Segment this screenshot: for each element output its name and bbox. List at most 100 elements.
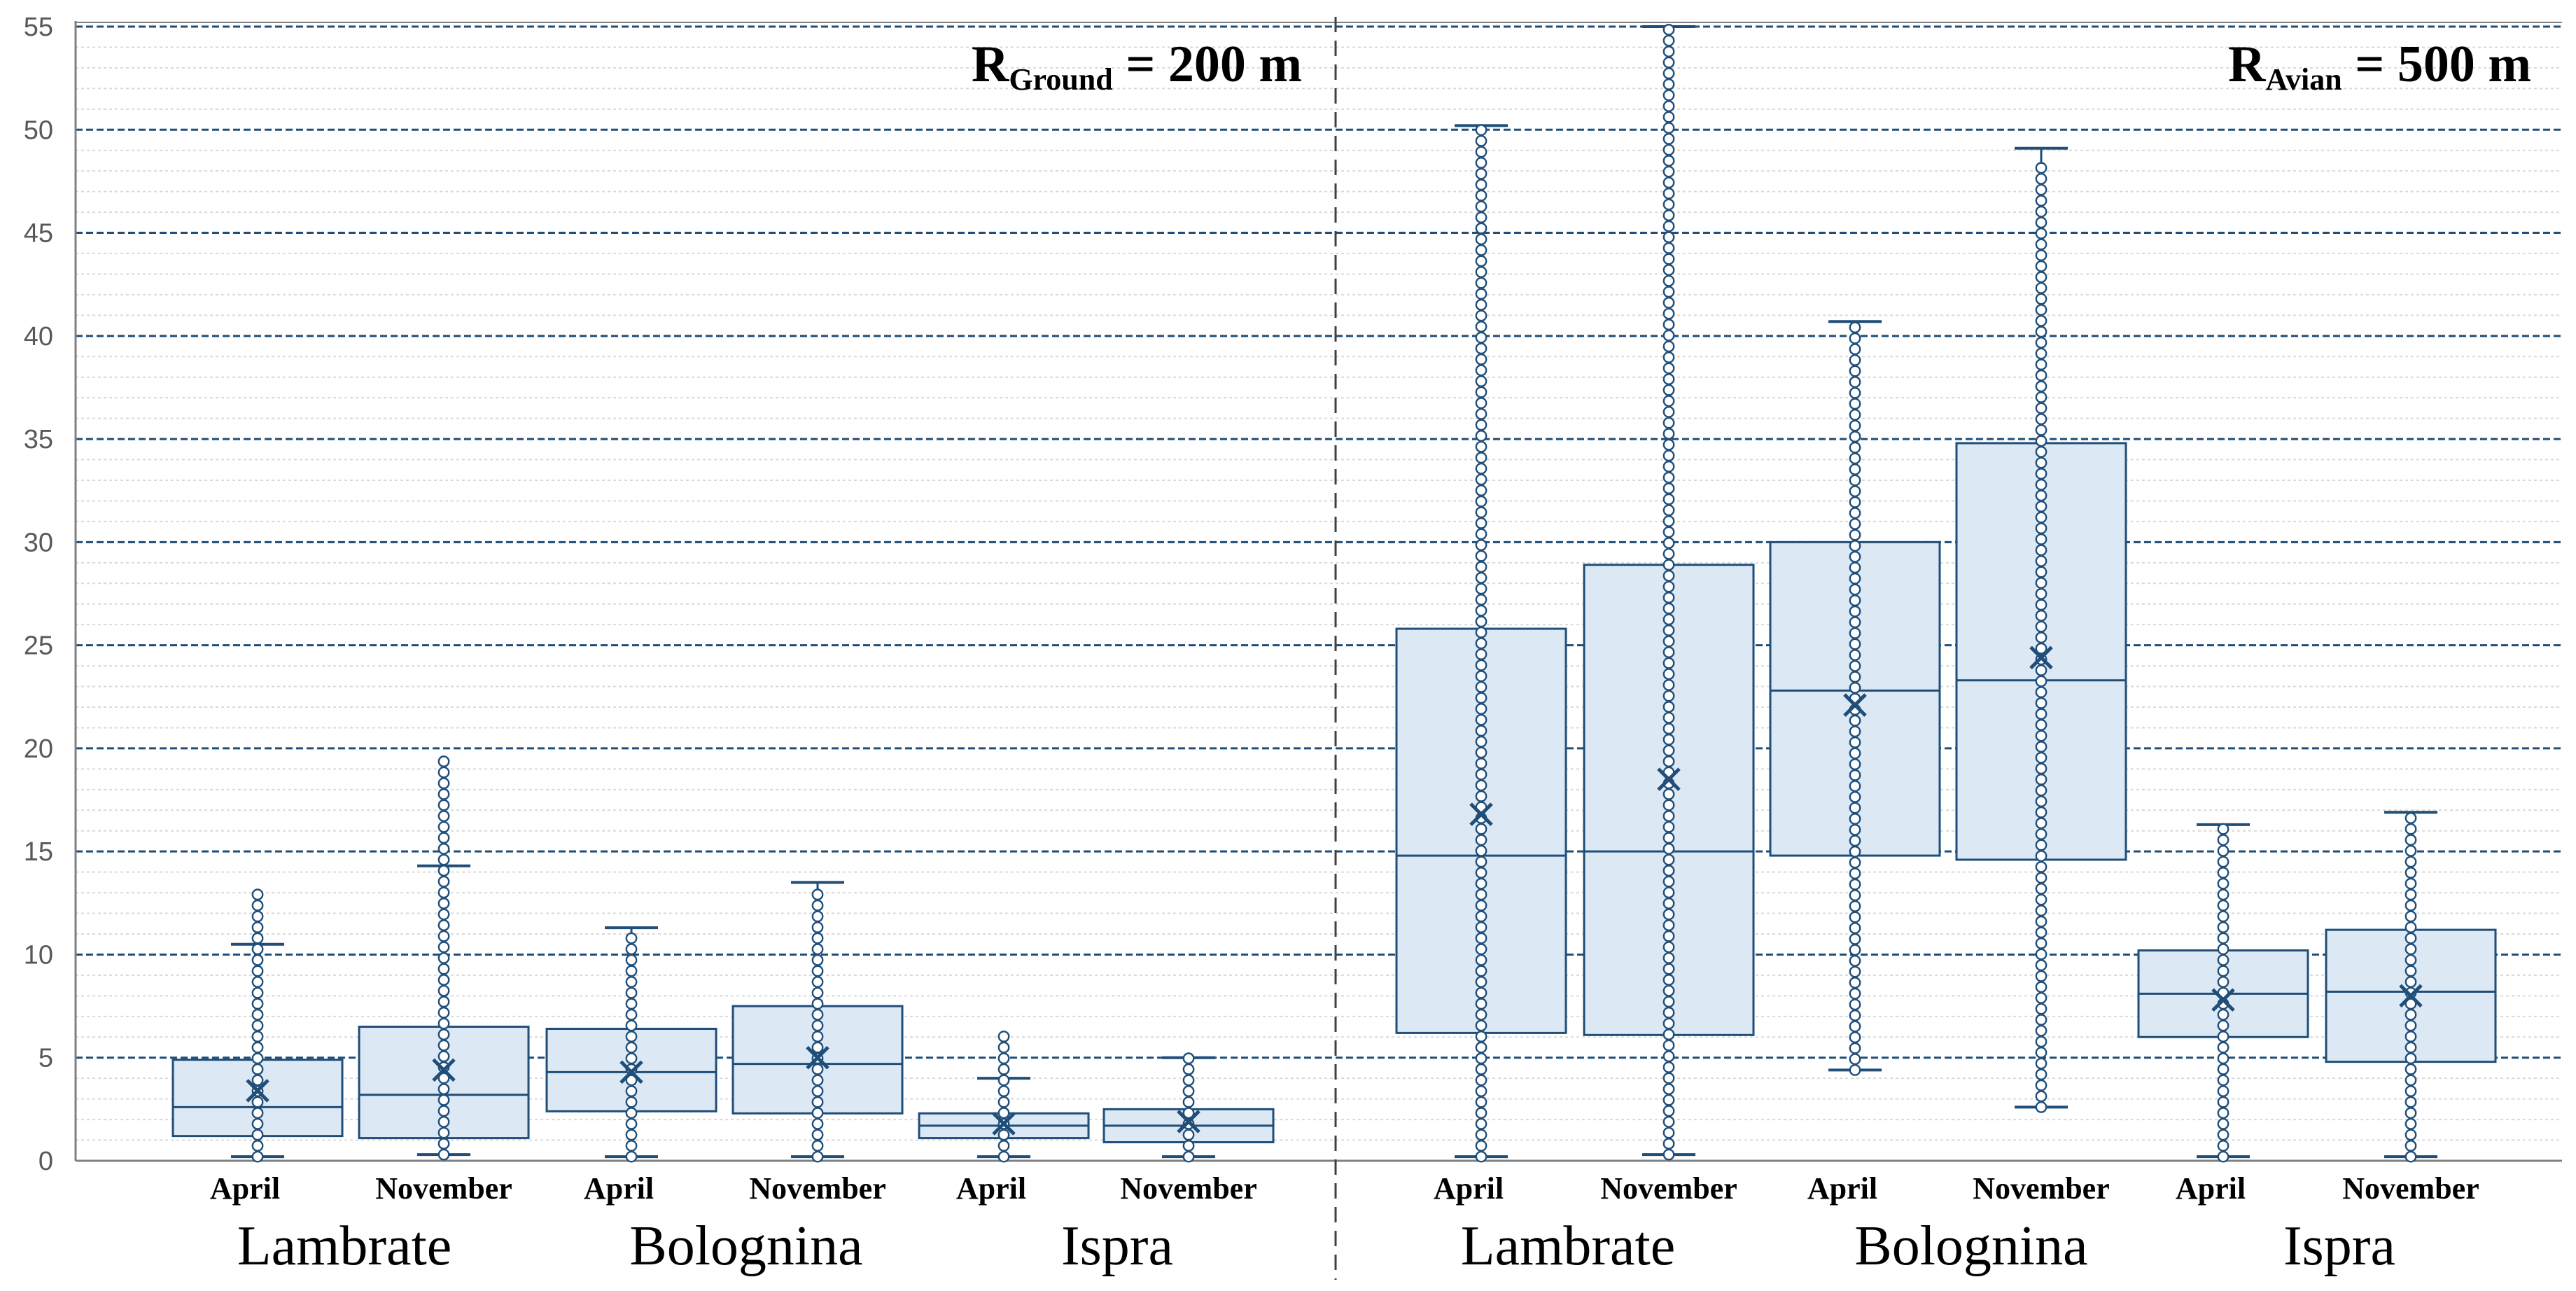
data-point [1662, 678, 1675, 691]
data-point [1662, 329, 1675, 342]
data-point [2404, 1107, 2417, 1119]
panel-title-subscript: Avian [2265, 62, 2342, 97]
data-point [251, 1008, 264, 1021]
data-point [1849, 452, 1861, 465]
data-point [1475, 965, 1488, 977]
data-point [2217, 888, 2230, 901]
data-point [1662, 668, 1675, 681]
data-point [2035, 391, 2047, 403]
data-point [1849, 955, 1861, 967]
data-point [625, 1140, 638, 1152]
data-point [2035, 948, 2047, 961]
data-point [2035, 446, 2047, 458]
data-point [1475, 397, 1488, 410]
data-point [251, 1031, 264, 1042]
data-point [1475, 648, 1488, 660]
data-point [625, 943, 638, 956]
data-point [625, 1129, 638, 1141]
data-point [1849, 627, 1861, 639]
data-point [2217, 1008, 2230, 1021]
data-point [1849, 386, 1861, 399]
data-point [2217, 1150, 2230, 1163]
x-month-label: April [1807, 1171, 1877, 1206]
data-point [1662, 46, 1675, 57]
x-site-label: Bolognina [629, 1215, 862, 1277]
data-point [1849, 561, 1861, 574]
data-point [1475, 790, 1488, 802]
data-point [1849, 977, 1861, 989]
data-point [811, 1129, 824, 1141]
data-point [1662, 307, 1675, 320]
data-point [2035, 959, 2047, 972]
mean-marker [1177, 1110, 1200, 1133]
data-point [1475, 921, 1488, 933]
data-point [1475, 189, 1488, 202]
data-point [438, 963, 450, 975]
data-point [1475, 954, 1488, 966]
data-point [1662, 231, 1675, 244]
data-point [438, 1138, 450, 1150]
data-point [1662, 220, 1675, 232]
data-point [1662, 176, 1675, 189]
data-point [251, 954, 264, 966]
data-point [438, 1017, 450, 1030]
data-point [1475, 571, 1488, 584]
data-point [625, 1117, 638, 1130]
mean-marker [1843, 693, 1867, 717]
data-point [811, 998, 824, 1010]
data-point [1475, 528, 1488, 540]
data-point [1849, 998, 1861, 1011]
data-point [1849, 1042, 1861, 1054]
data-point [1662, 405, 1675, 418]
data-point [2404, 932, 2417, 944]
data-point [1849, 835, 1861, 847]
data-point [1475, 735, 1488, 748]
data-point [1662, 723, 1675, 735]
data-point [1182, 1085, 1195, 1097]
data-point [2035, 817, 2047, 830]
data-point [1475, 364, 1488, 377]
data-point [2035, 893, 2047, 906]
data-point [625, 976, 638, 988]
data-point [811, 1074, 824, 1087]
data-point [1475, 462, 1488, 475]
data-point [2035, 1079, 2047, 1091]
data-point [2404, 844, 2417, 857]
data-point [251, 986, 264, 999]
data-point [1849, 649, 1861, 661]
data-point [811, 1107, 824, 1119]
data-point [1662, 832, 1675, 844]
x-month-label: November [1600, 1171, 1737, 1206]
data-point [2035, 915, 2047, 928]
data-point [438, 996, 450, 1008]
data-point [438, 1028, 450, 1040]
data-point [1849, 354, 1861, 366]
data-point [1662, 471, 1675, 484]
data-point [2035, 1035, 2047, 1048]
data-point [438, 974, 450, 986]
data-point [1475, 932, 1488, 944]
data-point [1849, 965, 1861, 978]
data-point [1662, 592, 1675, 603]
data-point [1475, 146, 1488, 158]
data-point [997, 1041, 1010, 1054]
data-point [1849, 550, 1861, 563]
y-tick-label: 45 [24, 219, 53, 249]
data-point [251, 1117, 264, 1130]
data-point [2404, 998, 2417, 1010]
data-point [2035, 271, 2047, 284]
data-point [1662, 296, 1675, 309]
data-point [1849, 463, 1861, 475]
data-point [625, 954, 638, 966]
data-point [1849, 846, 1861, 858]
mean-marker [1469, 802, 1493, 826]
data-point [1662, 930, 1675, 942]
data-point [811, 965, 824, 977]
data-point [1475, 888, 1488, 901]
data-point [2404, 856, 2417, 868]
data-point [997, 1096, 1010, 1108]
data-point [2035, 413, 2047, 426]
y-tick-label: 15 [24, 837, 53, 867]
data-point [2035, 1014, 2047, 1026]
data-point [811, 921, 824, 933]
